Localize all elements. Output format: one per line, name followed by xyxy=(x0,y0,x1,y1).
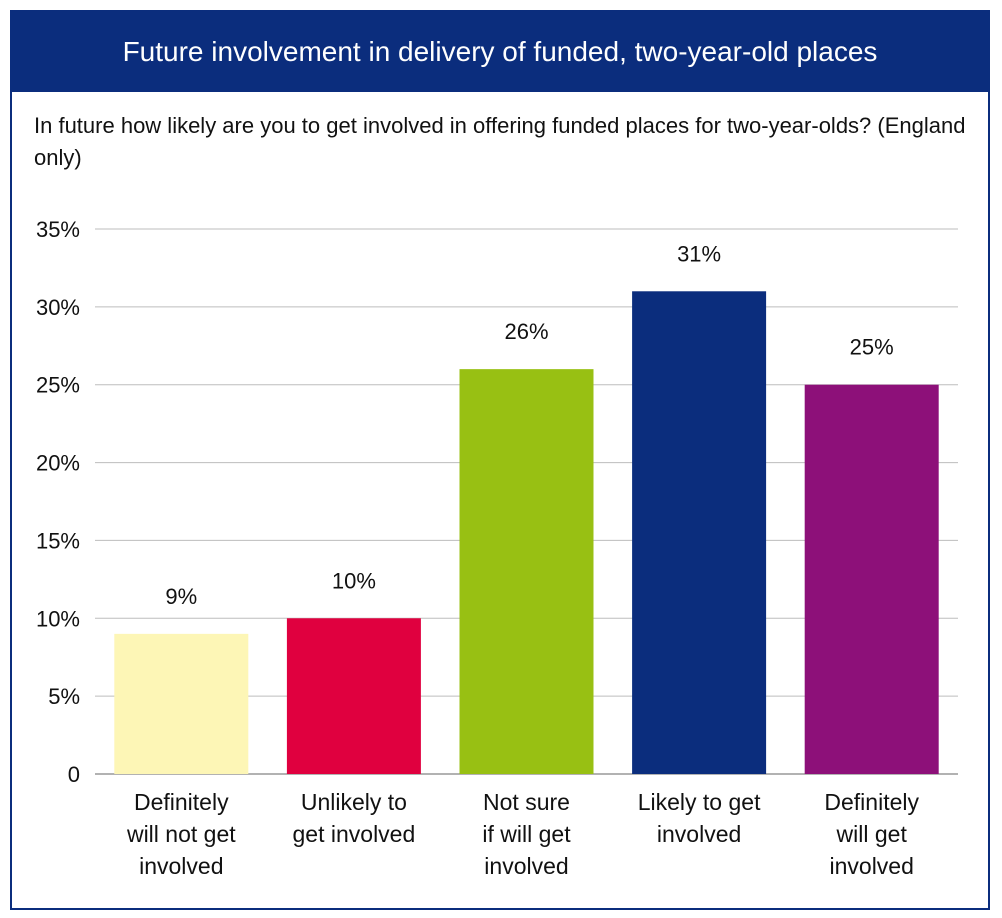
survey-question: In future how likely are you to get invo… xyxy=(34,113,966,170)
x-tick-label: Likely to get xyxy=(638,789,761,815)
x-tick-label: Definitely xyxy=(824,789,919,815)
x-tick-label: if will get xyxy=(482,821,571,847)
y-tick-label: 35% xyxy=(36,217,80,242)
y-tick-label: 30% xyxy=(36,295,80,320)
data-label: 26% xyxy=(504,319,548,344)
chart-title: Future involvement in delivery of funded… xyxy=(122,36,878,67)
data-label: 10% xyxy=(332,568,376,593)
data-label: 31% xyxy=(677,241,721,266)
bar xyxy=(459,369,594,774)
x-tick-label: will not get xyxy=(126,821,236,847)
bar xyxy=(286,618,421,774)
x-tick-label: involved xyxy=(139,853,223,879)
bar xyxy=(632,291,767,774)
x-tick-label: involved xyxy=(657,821,741,847)
y-tick-label: 25% xyxy=(36,373,80,398)
y-tick-label: 15% xyxy=(36,528,80,553)
x-tick-label: involved xyxy=(830,853,914,879)
x-tick-label: get involved xyxy=(293,821,416,847)
data-label: 25% xyxy=(850,335,894,360)
chart-title-bar: Future involvement in delivery of funded… xyxy=(12,12,988,92)
x-tick-label: involved xyxy=(484,853,568,879)
bar xyxy=(804,384,939,774)
x-tick-label: will get xyxy=(836,821,908,847)
x-tick-label: Definitely xyxy=(134,789,229,815)
y-tick-label: 10% xyxy=(36,606,80,631)
y-tick-label: 0 xyxy=(68,762,80,787)
x-tick-label: Unlikely to xyxy=(301,789,407,815)
x-tick-label: Not sure xyxy=(483,789,570,815)
bar xyxy=(114,633,249,774)
y-tick-label: 5% xyxy=(48,684,80,709)
y-tick-label: 20% xyxy=(36,451,80,476)
data-label: 9% xyxy=(165,584,197,609)
